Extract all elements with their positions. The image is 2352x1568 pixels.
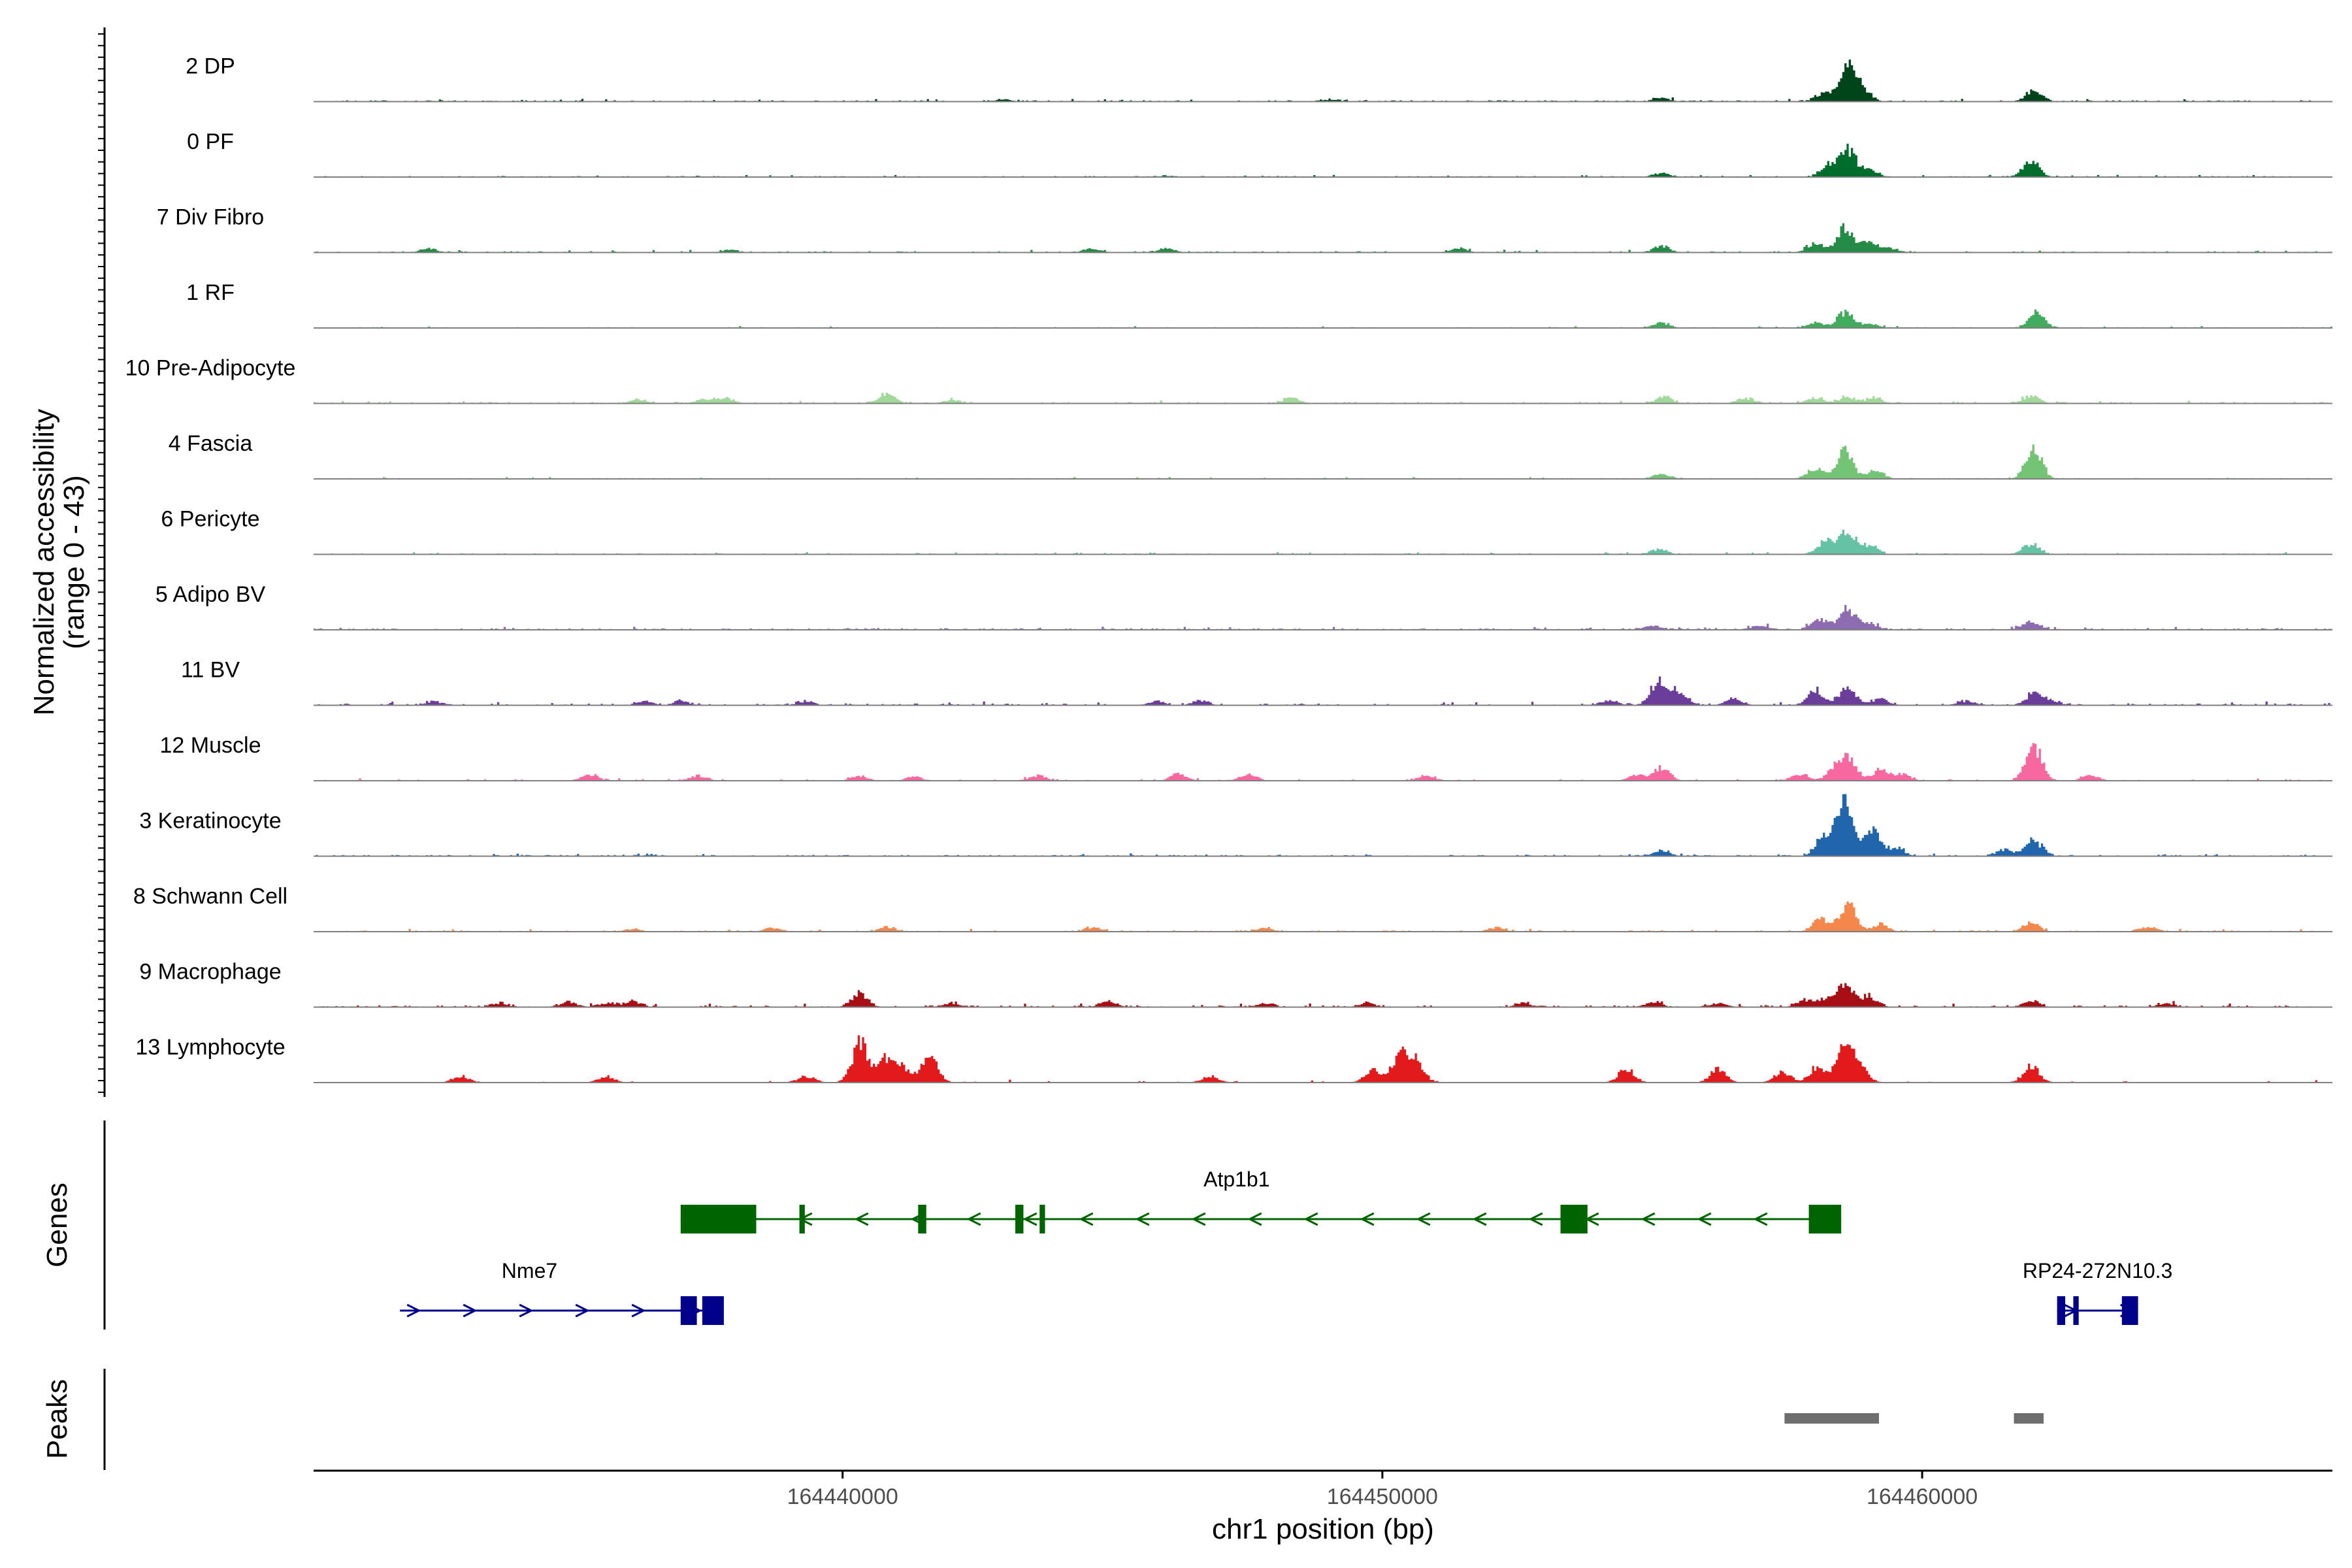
strand-arrow	[1079, 1212, 1094, 1226]
strand-arrow	[966, 1212, 981, 1226]
coverage-area	[314, 444, 2332, 479]
genes-panel-label: Genes	[41, 1183, 73, 1267]
gene-name: Nme7	[502, 1259, 557, 1282]
exon	[702, 1296, 724, 1325]
track-label: 10 Pre-Adipocyte	[125, 356, 296, 381]
coverage-y-axis	[98, 27, 106, 1097]
x-tick-label: 164460000	[1867, 1484, 1978, 1509]
strand-arrow	[1022, 1212, 1037, 1226]
coverage-tracks: 2 DP 0 PF 7 Div Fibro 1 RF 10 Pre-Adipocyte 4…	[125, 54, 2332, 1083]
coverage-area	[314, 529, 2332, 555]
track-0-pf: 0 PF	[187, 129, 2332, 178]
track-9-macrophage: 9 Macrophage	[139, 960, 2332, 1008]
peaks-panel-label: Peaks	[41, 1379, 73, 1459]
track-2-dp: 2 DP	[186, 54, 2332, 103]
track-12-muscle: 12 Muscle	[160, 733, 2332, 781]
track-1-rf: 1 RF	[186, 280, 2332, 329]
strand-arrow	[1191, 1212, 1206, 1226]
coverage-area	[314, 794, 2332, 857]
track-label: 8 Schwann Cell	[133, 884, 287, 909]
exon	[680, 1205, 757, 1233]
x-tick-label: 164450000	[1327, 1484, 1438, 1509]
strand-arrow	[1135, 1212, 1150, 1226]
exon	[2073, 1296, 2079, 1325]
gene-name: RP24-272N10.3	[2023, 1259, 2172, 1282]
y-label-line: (range 0 - 43)	[58, 475, 90, 649]
strand-arrow	[1472, 1212, 1487, 1226]
coverage-area	[314, 393, 2332, 404]
exon	[1808, 1205, 1842, 1233]
track-10-pre-adipocyte: 10 Pre-Adipocyte	[125, 356, 2332, 404]
peak-track	[103, 1369, 2044, 1470]
coverage-area	[314, 309, 2332, 328]
track-label: 13 Lymphocyte	[135, 1035, 285, 1060]
track-label: 11 BV	[181, 658, 240, 683]
y-label-line: Normalized accessibility	[28, 409, 60, 715]
y-axis-label: Normalized accessibility(range 0 - 43)	[28, 409, 90, 715]
coverage-area	[314, 983, 2332, 1007]
strand-arrow	[519, 1303, 534, 1318]
strand-arrow	[1641, 1212, 1656, 1226]
gene-track: Atp1b1 Nme7 RP24-272N10.3	[103, 1120, 2172, 1330]
coverage-area	[314, 743, 2332, 781]
track-label: 12 Muscle	[160, 733, 261, 758]
track-11-bv: 11 BV	[181, 658, 2332, 706]
coverage-area	[314, 59, 2332, 102]
strand-arrow	[575, 1303, 590, 1318]
track-5-adipo-bv: 5 Adipo BV	[155, 582, 2332, 630]
peak-region	[2014, 1413, 2044, 1424]
exon	[1015, 1205, 1024, 1233]
track-label: 1 RF	[186, 280, 235, 305]
track-label: 6 Pericyte	[161, 507, 259, 532]
strand-arrow	[406, 1303, 421, 1318]
coverage-area	[314, 901, 2332, 932]
strand-arrow	[1697, 1212, 1712, 1226]
strand-arrow	[1247, 1212, 1262, 1226]
exon	[799, 1205, 805, 1233]
track-label: 2 DP	[186, 54, 235, 79]
x-tick-label: 164440000	[787, 1484, 898, 1509]
track-label: 9 Macrophage	[139, 960, 281, 985]
strand-arrow	[1753, 1212, 1768, 1226]
exon	[2057, 1296, 2066, 1325]
coverage-area	[314, 676, 2332, 706]
track-label: 3 Keratinocyte	[139, 809, 281, 834]
exon	[2121, 1296, 2138, 1325]
x-axis-label: chr1 position (bp)	[1212, 1513, 1434, 1545]
coverage-area	[314, 1035, 2332, 1083]
strand-arrow	[1416, 1212, 1431, 1226]
strand-arrow	[631, 1303, 646, 1318]
strand-arrow	[1528, 1212, 1543, 1226]
exon	[918, 1205, 926, 1233]
strand-arrow	[1360, 1212, 1375, 1226]
track-label: 7 Div Fibro	[157, 205, 264, 230]
gene-atp1b1: Atp1b1	[680, 1168, 1842, 1233]
coverage-area	[314, 223, 2332, 253]
gene-rp24-272n10-3: RP24-272N10.3	[2023, 1259, 2172, 1325]
exon	[1560, 1205, 1588, 1233]
peak-region	[1784, 1413, 1879, 1424]
gene-name: Atp1b1	[1203, 1168, 1269, 1191]
track-4-fascia: 4 Fascia	[169, 431, 2332, 480]
strand-arrow	[854, 1212, 869, 1226]
exon	[1039, 1205, 1045, 1233]
gene-nme7: Nme7	[400, 1259, 724, 1325]
track-8-schwann-cell: 8 Schwann Cell	[133, 884, 2332, 932]
track-label: 5 Adipo BV	[155, 582, 266, 607]
exon	[680, 1296, 697, 1325]
track-6-pericyte: 6 Pericyte	[161, 507, 2332, 555]
strand-arrow	[1303, 1212, 1318, 1226]
track-13-lymphocyte: 13 Lymphocyte	[135, 1035, 2332, 1083]
coverage-area	[314, 143, 2332, 177]
track-3-keratinocyte: 3 Keratinocyte	[139, 794, 2332, 857]
track-label: 4 Fascia	[169, 431, 253, 456]
track-7-div-fibro: 7 Div Fibro	[157, 205, 2332, 253]
coverage-area	[314, 605, 2332, 630]
x-axis: 164440000 164450000 164460000	[314, 1469, 2332, 1509]
track-label: 0 PF	[187, 129, 234, 154]
strand-arrow	[463, 1303, 478, 1318]
